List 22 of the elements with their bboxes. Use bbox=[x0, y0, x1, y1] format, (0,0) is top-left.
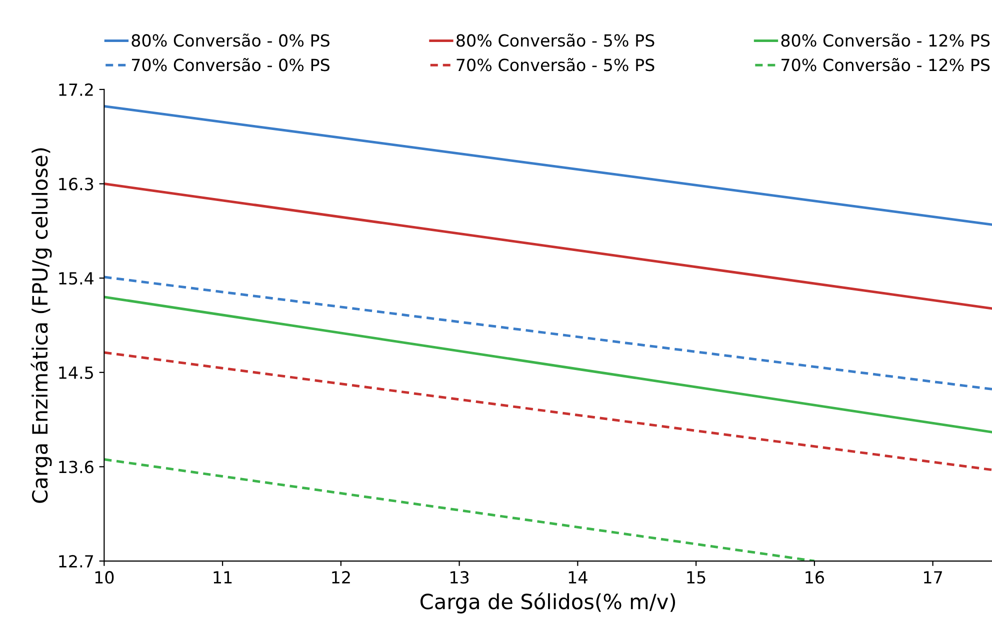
x-tick-label: 11 bbox=[214, 571, 232, 584]
legend-label: 80% Conversão - 0% PS bbox=[132, 34, 330, 47]
legend-label: 80% Conversão - 12% PS bbox=[781, 34, 990, 47]
x-tick-label: 12 bbox=[332, 571, 350, 584]
y-tick-label: 17.2 bbox=[59, 83, 93, 96]
x-tick-label: 16 bbox=[806, 571, 824, 584]
y-tick-label: 12.7 bbox=[59, 555, 94, 568]
x-axis-title: Carga de Sólidos(% m/v) bbox=[420, 592, 676, 614]
legend-label: 70% Conversão - 12% PS bbox=[782, 58, 990, 72]
y-tick-label: 13.6 bbox=[59, 460, 94, 474]
y-tick-label: 15.4 bbox=[59, 272, 94, 285]
x-tick-label: 15 bbox=[687, 571, 706, 584]
y-axis-title: Carga Enzimática (FPU/g celulose) bbox=[30, 148, 52, 503]
x-tick-label: 10 bbox=[95, 571, 114, 584]
x-tick-label: 14 bbox=[568, 571, 588, 584]
legend-label: 70% Conversão - 0% PS bbox=[132, 58, 330, 72]
legend-label: 80% Conversão - 5% PS bbox=[456, 34, 654, 47]
y-tick-label: 16.3 bbox=[59, 178, 94, 190]
y-tick-label: 14.5 bbox=[59, 366, 93, 379]
x-tick-label: 13 bbox=[450, 571, 469, 584]
legend-label: 70% Conversão - 5% PS bbox=[456, 58, 654, 72]
x-tick-label: 17 bbox=[924, 571, 942, 584]
